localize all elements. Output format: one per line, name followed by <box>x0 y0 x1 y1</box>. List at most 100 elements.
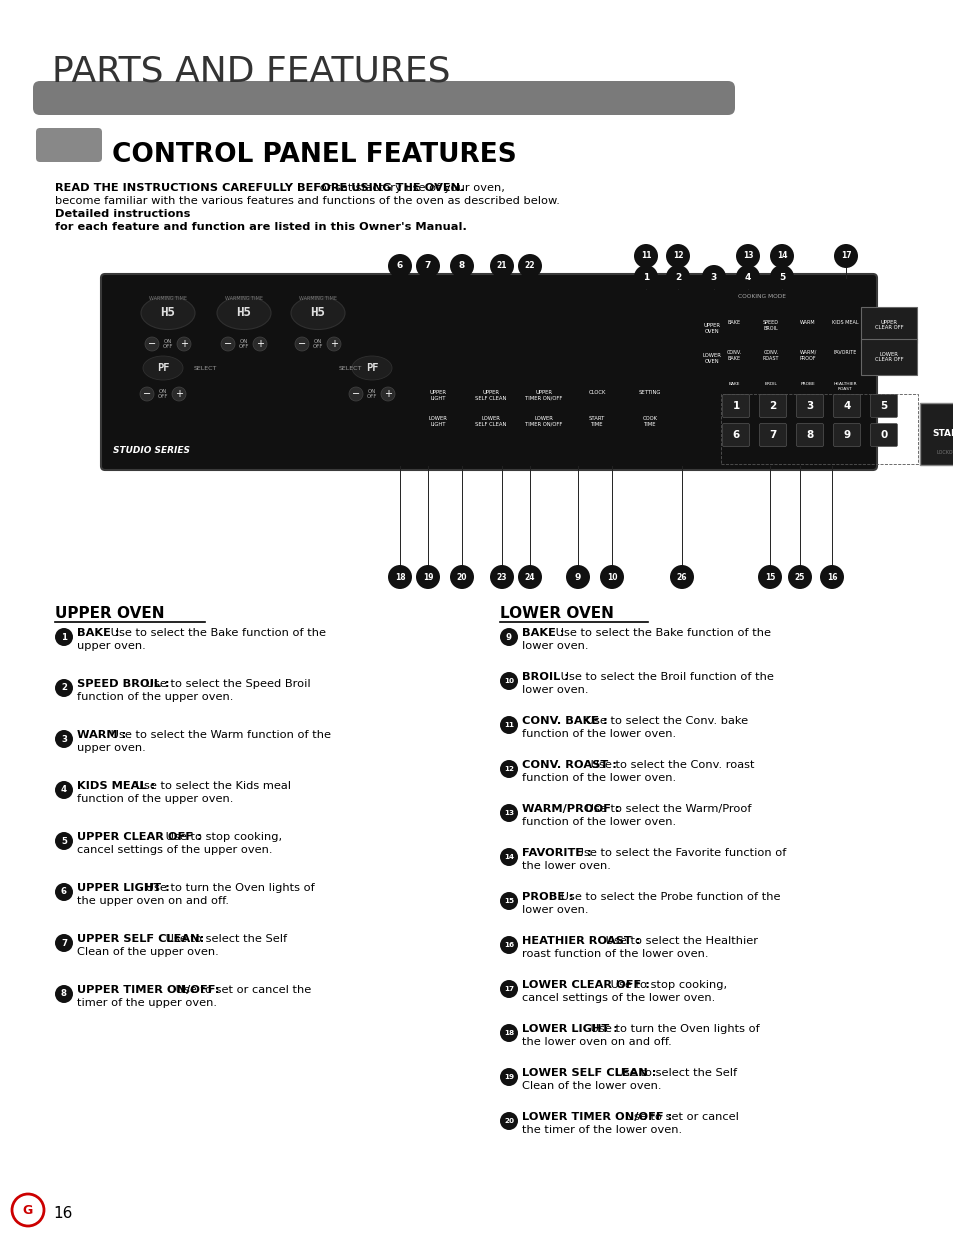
Text: function of the upper oven.: function of the upper oven. <box>77 794 233 804</box>
Text: −: − <box>224 339 232 349</box>
Text: 7: 7 <box>61 939 67 948</box>
Circle shape <box>665 265 689 289</box>
Text: Use to select the Kids meal: Use to select the Kids meal <box>132 781 291 790</box>
Circle shape <box>499 1024 517 1042</box>
Text: Use to select the Probe function of the: Use to select the Probe function of the <box>557 892 780 902</box>
Text: 15: 15 <box>764 573 775 581</box>
Text: LOWER
TIMER ON/OFF: LOWER TIMER ON/OFF <box>525 416 562 427</box>
Circle shape <box>450 254 474 278</box>
Text: 16: 16 <box>826 573 837 581</box>
Text: +: + <box>330 339 337 349</box>
Circle shape <box>55 679 73 696</box>
Text: BAKE: BAKE <box>727 320 740 325</box>
Text: WARMING TIME: WARMING TIME <box>149 296 187 301</box>
Text: LOWER TIMER ON/OFF :: LOWER TIMER ON/OFF : <box>521 1112 672 1122</box>
Circle shape <box>634 244 658 268</box>
Text: CONV. ROAST :: CONV. ROAST : <box>521 760 617 769</box>
Text: lower oven.: lower oven. <box>521 905 588 915</box>
Text: 8: 8 <box>61 990 67 998</box>
Text: 1: 1 <box>642 272 648 282</box>
Text: 6: 6 <box>732 430 739 440</box>
Text: −: − <box>143 388 151 400</box>
Text: 16: 16 <box>503 943 514 948</box>
Text: the timer of the lower oven.: the timer of the lower oven. <box>521 1124 681 1136</box>
Text: 11: 11 <box>503 722 514 729</box>
Ellipse shape <box>216 297 271 329</box>
Circle shape <box>55 781 73 799</box>
Text: Detailed instructions: Detailed instructions <box>55 209 191 219</box>
Circle shape <box>490 565 514 589</box>
Text: 5: 5 <box>880 401 886 411</box>
Text: WARM/
PROOF: WARM/ PROOF <box>799 350 816 361</box>
Text: 8: 8 <box>805 430 813 440</box>
Text: WARMING TIME: WARMING TIME <box>225 296 263 301</box>
Circle shape <box>820 565 843 589</box>
Text: become familiar with the various features and functions of the oven as described: become familiar with the various feature… <box>55 195 563 207</box>
Text: UPPER
OVEN: UPPER OVEN <box>702 323 720 334</box>
Text: cancel settings of the lower oven.: cancel settings of the lower oven. <box>521 993 715 1003</box>
Text: COOKING MODE: COOKING MODE <box>738 294 785 299</box>
FancyBboxPatch shape <box>869 423 897 447</box>
Text: 10: 10 <box>503 678 514 684</box>
Text: 3: 3 <box>805 401 813 411</box>
Text: LOWER OVEN: LOWER OVEN <box>499 606 613 621</box>
Text: Use to select the Conv. bake: Use to select the Conv. bake <box>581 716 747 726</box>
Text: G: G <box>23 1204 33 1216</box>
Text: 14: 14 <box>776 251 786 261</box>
Circle shape <box>55 833 73 850</box>
Text: +: + <box>174 388 183 400</box>
Text: SETTING: SETTING <box>639 390 660 395</box>
Text: upper oven.: upper oven. <box>77 743 146 753</box>
Text: H5: H5 <box>310 307 325 319</box>
Text: 3: 3 <box>61 735 67 743</box>
Text: lower oven.: lower oven. <box>521 641 588 651</box>
Text: 2: 2 <box>674 272 680 282</box>
Text: H5: H5 <box>160 307 175 319</box>
Text: 6: 6 <box>61 887 67 897</box>
Text: 18: 18 <box>395 573 405 581</box>
Circle shape <box>499 760 517 778</box>
Text: Use to stop cooking,: Use to stop cooking, <box>606 980 726 990</box>
Text: Use to select the Healthier: Use to select the Healthier <box>601 936 758 946</box>
Text: Use to select the Self: Use to select the Self <box>612 1068 737 1077</box>
Text: UPPER OVEN: UPPER OVEN <box>55 606 164 621</box>
Text: +: + <box>255 339 264 349</box>
Text: 2: 2 <box>768 401 776 411</box>
Text: 22: 22 <box>524 261 535 271</box>
Circle shape <box>701 265 725 289</box>
Circle shape <box>327 336 340 351</box>
Text: 6: 6 <box>396 261 403 271</box>
Circle shape <box>253 336 267 351</box>
Text: CONV.
ROAST: CONV. ROAST <box>762 350 779 361</box>
FancyBboxPatch shape <box>759 423 785 447</box>
Circle shape <box>55 628 73 646</box>
Text: STUDIO SERIES: STUDIO SERIES <box>113 447 191 455</box>
Text: Use to select the Speed Broil: Use to select the Speed Broil <box>142 679 311 689</box>
Text: the upper oven on and off.: the upper oven on and off. <box>77 896 229 905</box>
Text: 5: 5 <box>778 272 784 282</box>
Text: PARTS AND FEATURES: PARTS AND FEATURES <box>52 54 450 89</box>
Text: LOWER LIGHT :: LOWER LIGHT : <box>521 1024 618 1034</box>
Ellipse shape <box>143 356 183 380</box>
Circle shape <box>388 565 412 589</box>
Text: Use to stop cooking,: Use to stop cooking, <box>162 833 282 842</box>
Text: WARMING TIME: WARMING TIME <box>298 296 336 301</box>
Text: 7: 7 <box>768 430 776 440</box>
Text: SPEED BROIL :: SPEED BROIL : <box>77 679 170 689</box>
Text: WARM: WARM <box>800 320 815 325</box>
Text: 25: 25 <box>794 573 804 581</box>
Text: ON
OFF: ON OFF <box>313 339 323 349</box>
Text: UPPER
TIMER ON/OFF: UPPER TIMER ON/OFF <box>525 390 562 401</box>
Text: Use to turn the Oven lights of: Use to turn the Oven lights of <box>142 883 314 893</box>
Text: WARM :: WARM : <box>77 730 126 740</box>
Circle shape <box>55 883 73 901</box>
Circle shape <box>145 336 159 351</box>
Text: ON
OFF: ON OFF <box>163 339 173 349</box>
Text: BAKE :: BAKE : <box>521 628 564 638</box>
Text: 12: 12 <box>672 251 682 261</box>
FancyBboxPatch shape <box>796 423 822 447</box>
Text: START
TIME: START TIME <box>588 416 604 427</box>
Text: 19: 19 <box>422 573 433 581</box>
Text: cancel settings of the upper oven.: cancel settings of the upper oven. <box>77 845 273 855</box>
Text: function of the lower oven.: function of the lower oven. <box>521 729 676 738</box>
